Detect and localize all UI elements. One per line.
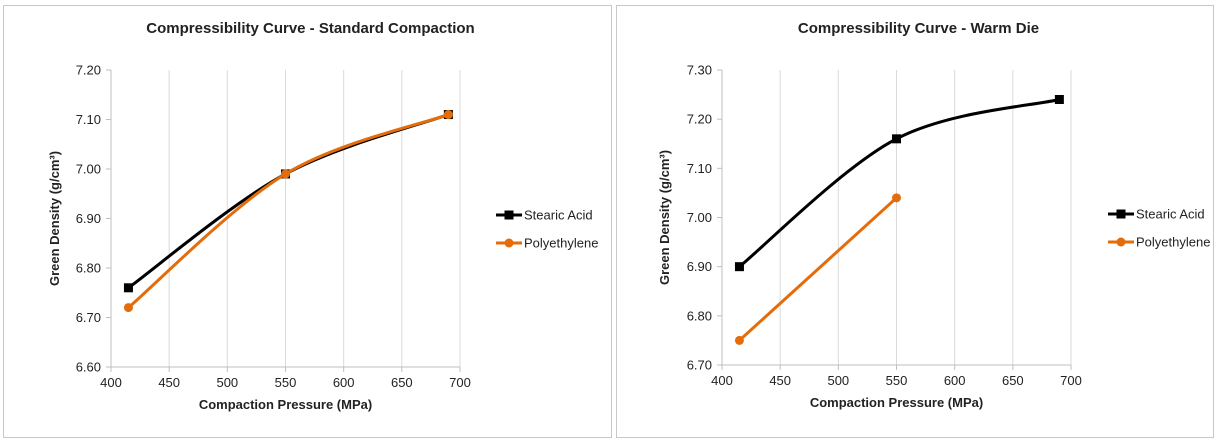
left-y-tick-label: 7.10 (76, 112, 101, 127)
left-legend-marker-stearic-acid (504, 210, 514, 220)
right-data-point-stearic-acid (1054, 95, 1064, 104)
right-x-tick-label: 400 (711, 373, 733, 388)
left-y-tick-label: 6.70 (76, 310, 101, 325)
left-x-axis-label: Compaction Pressure (MPa) (199, 397, 372, 412)
right-series-line-stearic-acid (738, 98, 1060, 268)
right-y-tick-label: 6.70 (687, 358, 712, 373)
right-y-tick-label: 6.80 (687, 308, 712, 323)
right-x-tick-label: 550 (886, 373, 908, 388)
left-chart-title: Compressibility Curve - Standard Compact… (146, 20, 474, 37)
right-y-axis-label: Green Density (g/cm³) (657, 150, 672, 285)
right-data-point-polyethylene (734, 335, 744, 345)
right-y-tick-label: 7.30 (687, 63, 712, 78)
left-x-tick-label: 550 (275, 375, 297, 390)
left-legend-label-stearic-acid: Stearic Acid (524, 208, 593, 223)
right-x-tick-label: 650 (1002, 373, 1024, 388)
left-y-tick-label: 6.90 (76, 211, 101, 226)
right-data-point-polyethylene (892, 193, 901, 203)
chart-panel-warm-die: Compressibility Curve - Warm Die 400 450 50… (616, 5, 1214, 438)
right-x-tick-label: 450 (769, 373, 791, 388)
right-x-tick-label: 500 (827, 373, 849, 388)
chart-warm-die: Compressibility Curve - Warm Die 400 450 50… (657, 20, 1210, 410)
right-y-tick-label: 7.10 (687, 161, 712, 176)
right-series-line-polyethylene (738, 196, 898, 342)
left-y-tick-label: 6.60 (76, 360, 101, 375)
right-legend-label-stearic-acid: Stearic Acid (1136, 207, 1205, 222)
left-x-tick-label: 700 (449, 375, 471, 390)
left-x-tick-label: 500 (216, 375, 238, 390)
left-x-tick-label: 400 (100, 375, 122, 390)
left-x-tick-label: 650 (391, 375, 413, 390)
right-x-tick-label: 600 (944, 373, 966, 388)
left-data-point-stearic-acid (123, 283, 133, 293)
right-data-point-stearic-acid (892, 134, 901, 144)
left-x-tick-label: 600 (333, 375, 355, 390)
right-legend-label-polyethylene: Polyethylene (1136, 235, 1210, 250)
right-chart-title: Compressibility Curve - Warm Die (798, 20, 1039, 37)
left-data-point-polyethylene (123, 303, 133, 313)
chart-panel-standard-compaction: Compressibility Curve - Standard Compact… (3, 5, 612, 438)
left-legend-label-polyethylene: Polyethylene (524, 236, 598, 251)
left-legend-marker-polyethylene (504, 238, 514, 248)
right-legend-marker-polyethylene (1116, 237, 1126, 247)
right-y-tick-label: 6.90 (687, 259, 712, 274)
left-y-tick-label: 6.80 (76, 261, 101, 276)
left-x-tick-label: 450 (158, 375, 180, 390)
left-series-line-polyethylene (127, 113, 449, 309)
right-data-point-stearic-acid (734, 262, 744, 272)
left-y-tick-label: 7.00 (76, 162, 101, 177)
left-y-tick-label: 7.20 (76, 63, 101, 78)
left-y-axis-label: Green Density (g/cm³) (47, 151, 62, 286)
right-x-axis-label: Compaction Pressure (MPa) (810, 395, 983, 410)
right-y-tick-label: 7.00 (687, 210, 712, 225)
right-x-tick-label: 700 (1060, 373, 1082, 388)
right-legend-marker-stearic-acid (1116, 209, 1126, 219)
left-data-point-polyethylene (443, 110, 453, 120)
chart-standard-compaction: Compressibility Curve - Standard Compact… (47, 20, 598, 412)
right-y-tick-label: 7.20 (687, 112, 712, 127)
left-data-point-polyethylene (281, 169, 290, 179)
